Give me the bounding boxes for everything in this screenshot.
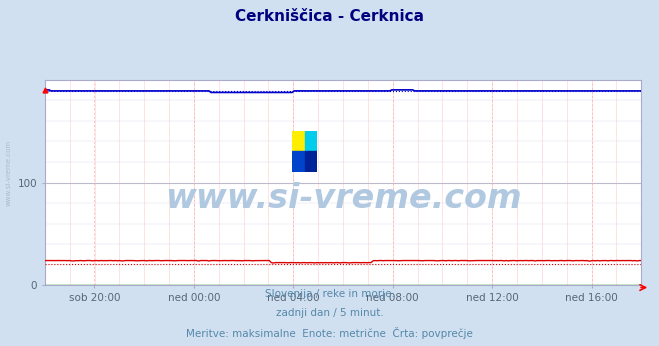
Bar — [293, 131, 305, 152]
Bar — [293, 152, 305, 172]
Text: Meritve: maksimalne  Enote: metrične  Črta: povprečje: Meritve: maksimalne Enote: metrične Črta… — [186, 327, 473, 339]
Text: www.si-vreme.com: www.si-vreme.com — [165, 182, 521, 216]
Text: Slovenija / reke in morje.: Slovenija / reke in morje. — [264, 289, 395, 299]
Text: Cerkniščica - Cerknica: Cerkniščica - Cerknica — [235, 9, 424, 24]
Text: zadnji dan / 5 minut.: zadnji dan / 5 minut. — [275, 308, 384, 318]
Bar — [305, 152, 318, 172]
Text: www.si-vreme.com: www.si-vreme.com — [5, 140, 11, 206]
Bar — [305, 131, 318, 152]
